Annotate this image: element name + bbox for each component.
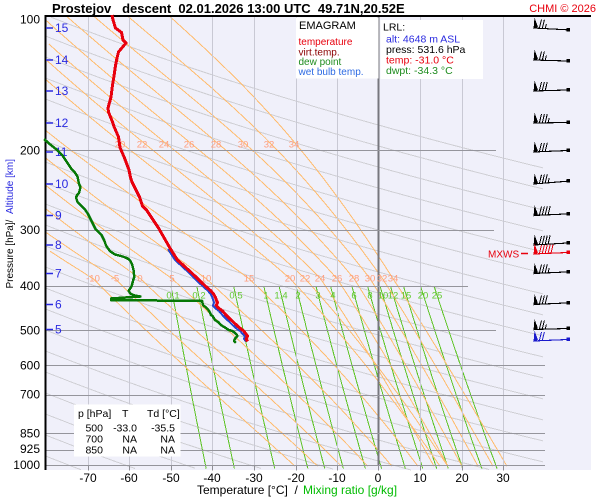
svg-text:28: 28 [349,274,360,285]
svg-text:5: 5 [169,274,174,285]
svg-text:15: 15 [401,291,412,302]
svg-text:700: 700 [85,434,103,446]
svg-text:1.4: 1.4 [274,291,287,302]
svg-text:700: 700 [20,388,40,402]
svg-text:300: 300 [20,223,40,237]
svg-text:0.1: 0.1 [166,291,179,302]
svg-text:30: 30 [496,471,510,485]
svg-text:30: 30 [365,274,376,285]
svg-text:virt.temp.: virt.temp. [299,48,340,59]
svg-text:100: 100 [20,13,40,27]
svg-text:0: 0 [375,471,382,485]
svg-text:9: 9 [55,209,62,223]
svg-text:10: 10 [55,177,69,191]
svg-text:1: 1 [263,291,268,302]
svg-text:NA: NA [122,445,137,457]
svg-text:LRL:: LRL: [383,22,405,34]
svg-text:32: 32 [264,140,275,151]
svg-text:6: 6 [55,298,62,312]
svg-text:8: 8 [55,238,62,252]
svg-text:-10: -10 [86,274,100,285]
svg-text:-5: -5 [111,274,119,285]
svg-text:dew point: dew point [299,57,342,68]
svg-text:850: 850 [85,445,103,457]
svg-text:0.5: 0.5 [229,291,242,302]
svg-text:24: 24 [159,140,170,151]
svg-text:alt: 4648 m ASL: alt: 4648 m ASL [386,34,460,46]
svg-text:12: 12 [55,116,69,130]
svg-text:-35.5: -35.5 [151,423,175,435]
svg-text:10: 10 [378,291,389,302]
svg-text:T: T [122,408,129,420]
svg-text:Pressure [hPa]: Pressure [hPa] [5,222,16,288]
svg-text:22: 22 [300,274,311,285]
svg-text:-30: -30 [245,471,263,485]
svg-text:p [hPa]: p [hPa] [78,408,111,420]
svg-text:temperature: temperature [299,37,353,48]
svg-text:Td [°C]: Td [°C] [147,408,180,420]
svg-text:600: 600 [20,359,40,373]
svg-text:14: 14 [55,53,69,67]
svg-text:press: 531.6 hPa: press: 531.6 hPa [386,44,466,56]
svg-text:-10: -10 [328,471,346,485]
svg-text:400: 400 [20,279,40,293]
svg-text:26: 26 [332,274,343,285]
svg-text:20: 20 [455,471,469,485]
svg-text:CHMI © 2026: CHMI © 2026 [529,3,596,15]
svg-text:-33.0: -33.0 [113,423,137,435]
svg-text:Prostejov descent 02.01.202: Prostejov descent 02.01.2026 13:00 UTC 4… [52,1,405,16]
svg-text:-70: -70 [79,471,97,485]
svg-text:dwpt: -34.3 °C: dwpt: -34.3 °C [386,65,453,77]
svg-text:26: 26 [184,140,195,151]
svg-text:500: 500 [85,423,103,435]
svg-text:10: 10 [201,274,212,285]
svg-text:22: 22 [137,140,148,151]
svg-text:850: 850 [20,426,40,440]
svg-text:5: 5 [55,323,62,337]
svg-text:Altitude [km]: Altitude [km] [5,159,16,214]
svg-text:28: 28 [211,140,222,151]
svg-text:15: 15 [244,274,255,285]
svg-text:-20: -20 [287,471,305,485]
svg-text:NA: NA [160,434,175,446]
svg-text:25: 25 [432,291,443,302]
svg-text:20: 20 [285,274,296,285]
svg-text:11: 11 [55,145,68,159]
svg-text:wet bulb temp.: wet bulb temp. [298,67,364,78]
svg-text:24: 24 [315,274,326,285]
svg-text:925: 925 [20,442,40,456]
svg-text:8: 8 [367,291,372,302]
svg-text:3: 3 [315,291,320,302]
svg-text:-60: -60 [120,471,138,485]
svg-text:/: / [5,220,16,223]
svg-text:4: 4 [330,291,335,302]
svg-text:7: 7 [55,267,62,281]
svg-text:-50: -50 [162,471,180,485]
svg-text:2: 2 [295,291,300,302]
svg-text:32: 32 [377,274,388,285]
svg-text:200: 200 [20,144,40,158]
svg-text:1000: 1000 [13,458,40,472]
svg-text:34: 34 [289,140,300,151]
svg-text:10: 10 [413,471,427,485]
svg-text:temp: -31.0 °C: temp: -31.0 °C [386,55,454,67]
svg-text:-40: -40 [203,471,221,485]
svg-text:NA: NA [160,445,175,457]
svg-text:Mixing ratio [g/kg]: Mixing ratio [g/kg] [303,483,397,497]
svg-text:30: 30 [238,140,249,151]
svg-text:20: 20 [418,291,429,302]
svg-text:Temperature [°C] /: Temperature [°C] / [197,483,299,497]
svg-text:0: 0 [137,274,142,285]
svg-text:EMAGRAM: EMAGRAM [299,20,356,32]
svg-text:13: 13 [55,84,69,98]
svg-text:6: 6 [351,291,356,302]
svg-text:12: 12 [388,291,399,302]
svg-text:500: 500 [20,324,40,338]
svg-text:NA: NA [122,434,137,446]
svg-text:0.2: 0.2 [192,291,205,302]
svg-text:MXWS: MXWS [488,250,519,261]
svg-text:34: 34 [388,274,399,285]
svg-text:15: 15 [55,21,69,35]
